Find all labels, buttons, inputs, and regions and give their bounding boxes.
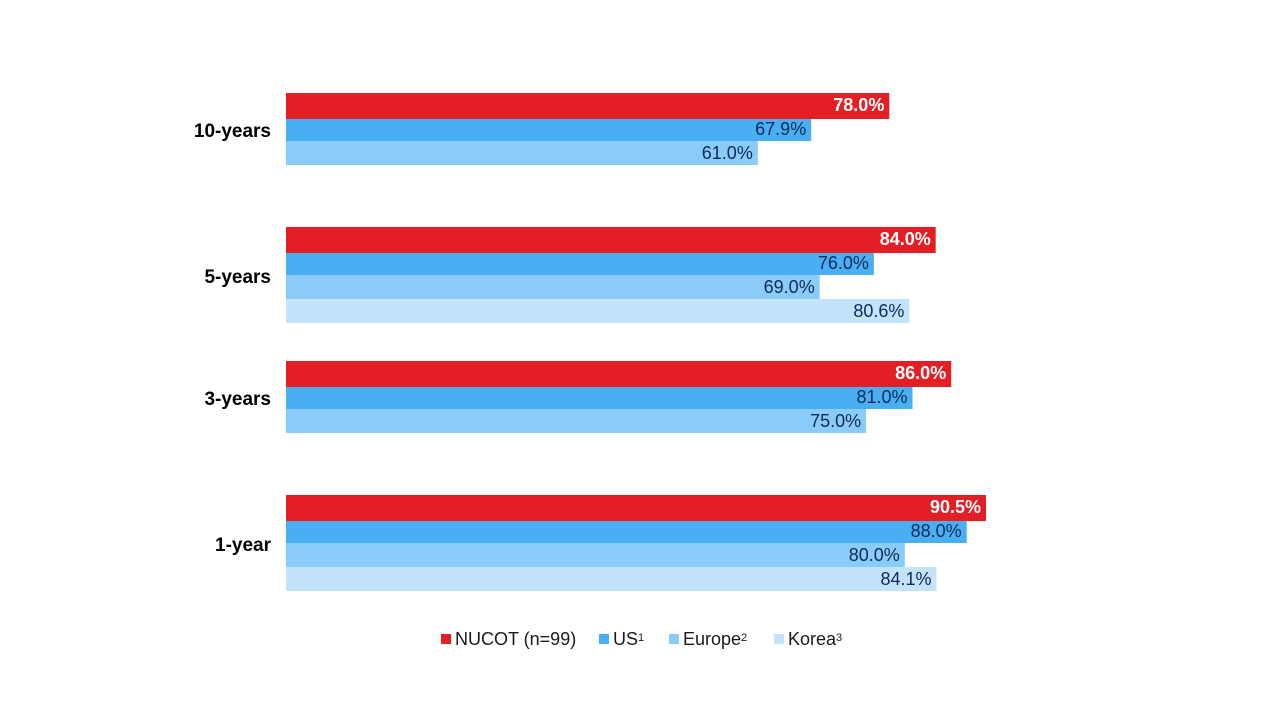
bar-korea-1-year — [286, 567, 937, 591]
legend-swatch-nucot-n-99 — [441, 634, 451, 644]
data-label-us-5-years: 76.0% — [818, 253, 869, 273]
bar-us-1-year — [286, 519, 967, 543]
data-label-korea-5-years: 80.6% — [853, 301, 904, 321]
legend-footnote-europe: 2 — [741, 632, 748, 644]
bar-europe-10-years — [286, 141, 758, 165]
legend-item-nucot-n-99: NUCOT (n=99) — [441, 627, 576, 651]
legend-label-us: US — [613, 628, 639, 649]
data-label-korea-1-year: 84.1% — [880, 569, 931, 589]
category-label-5-years: 5-years — [204, 267, 271, 288]
bar-us-10-years — [286, 117, 812, 141]
data-label-nucot-n-99-1-year: 90.5% — [930, 497, 981, 517]
bar-korea-5-years — [286, 299, 910, 323]
data-label-us-10-years: 67.9% — [755, 119, 806, 139]
legend-footnote-korea: 3 — [836, 632, 843, 644]
legend-footnote-us: 1 — [638, 632, 645, 644]
data-label-us-3-years: 81.0% — [856, 387, 907, 407]
bar-europe-1-year — [286, 543, 905, 567]
data-label-europe-5-years: 69.0% — [764, 277, 815, 297]
bar-nucot-n-99-1-year — [286, 495, 986, 521]
data-label-nucot-n-99-10-years: 78.0% — [833, 95, 884, 115]
bar-nucot-n-99-10-years — [286, 93, 890, 119]
legend-item-europe: Europe 2 — [669, 627, 747, 651]
legend-item-korea: Korea 3 — [774, 627, 842, 651]
data-label-us-1-year: 88.0% — [911, 521, 962, 541]
data-label-europe-1-year: 80.0% — [849, 545, 900, 565]
data-label-europe-3-years: 75.0% — [810, 411, 861, 431]
legend-swatch-us — [599, 634, 609, 644]
bar-nucot-n-99-3-years — [286, 361, 952, 387]
data-label-nucot-n-99-3-years: 86.0% — [895, 363, 946, 383]
legend-label-europe: Europe — [683, 628, 742, 649]
data-label-europe-10-years: 61.0% — [702, 143, 753, 163]
category-label-3-years: 3-years — [204, 389, 271, 410]
bar-chart: 10-years 78.0% 67.9%61.0% 5-years 84.0% 76.0%… — [194, 93, 986, 591]
category-label-1-year: 1-year — [215, 535, 272, 556]
legend-label-nucot-n-99: NUCOT (n=99) — [455, 628, 577, 649]
bar-us-5-years — [286, 251, 874, 275]
bar-us-3-years — [286, 385, 913, 409]
bar-europe-5-years — [286, 275, 820, 299]
bar-nucot-n-99-5-years — [286, 227, 936, 253]
legend-item-us: US 1 — [599, 627, 644, 651]
legend-swatch-korea — [774, 634, 784, 644]
legend-swatch-europe — [669, 634, 679, 644]
data-label-nucot-n-99-5-years: 84.0% — [880, 229, 931, 249]
category-label-10-years: 10-years — [194, 121, 271, 142]
bar-europe-3-years — [286, 409, 867, 433]
legend-label-korea: Korea — [788, 628, 837, 649]
legend: NUCOT (n=99) US 1 Europe 2 Korea 3 — [0, 627, 1280, 651]
